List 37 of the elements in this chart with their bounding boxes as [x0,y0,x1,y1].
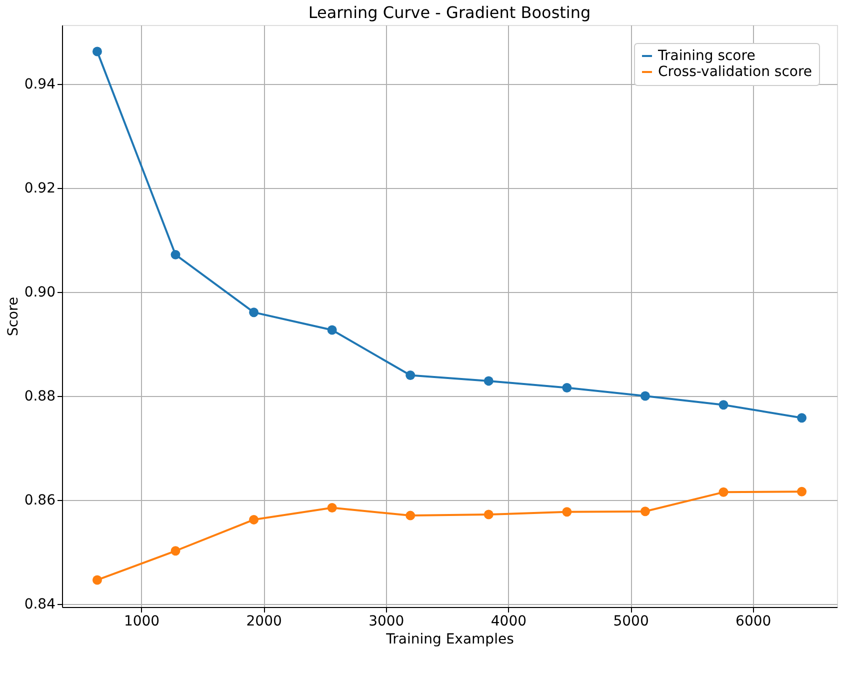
x-tick-label: 4000 [490,614,527,630]
x-tick-label: 1000 [124,614,160,630]
point [327,325,337,335]
x-tick-label: 5000 [613,614,649,630]
y-tick-label: 0.88 [24,388,56,405]
y-tick-label: 0.90 [24,284,56,301]
point [249,514,259,524]
point [797,486,807,496]
y-axis-title: Score [5,296,22,336]
x-tick-label: 3000 [368,614,404,630]
x-axis-title: Training Examples [385,632,514,648]
x-tick-label: 6000 [736,614,772,630]
point [249,308,259,318]
point [562,507,572,517]
legend-label: Cross-validation score [658,64,812,80]
point [327,503,337,512]
point [797,413,807,423]
y-tick-label: 0.94 [24,76,56,93]
point [170,546,180,556]
point [640,506,650,516]
point [92,575,102,585]
point [640,391,650,401]
y-tick-label: 0.84 [24,596,56,612]
x-tick-label: 2000 [246,614,282,630]
point [718,487,728,497]
point [406,370,416,380]
y-tick-label: 0.86 [24,492,56,508]
point [170,250,180,260]
point [718,400,728,410]
point [484,376,494,386]
point [484,510,494,520]
point [92,46,102,56]
chart-title: Learning Curve - Gradient Boosting [308,3,591,22]
y-tick-label: 0.92 [24,180,56,197]
point [562,382,572,392]
point [406,510,416,520]
legend-label: Training score [657,48,756,64]
